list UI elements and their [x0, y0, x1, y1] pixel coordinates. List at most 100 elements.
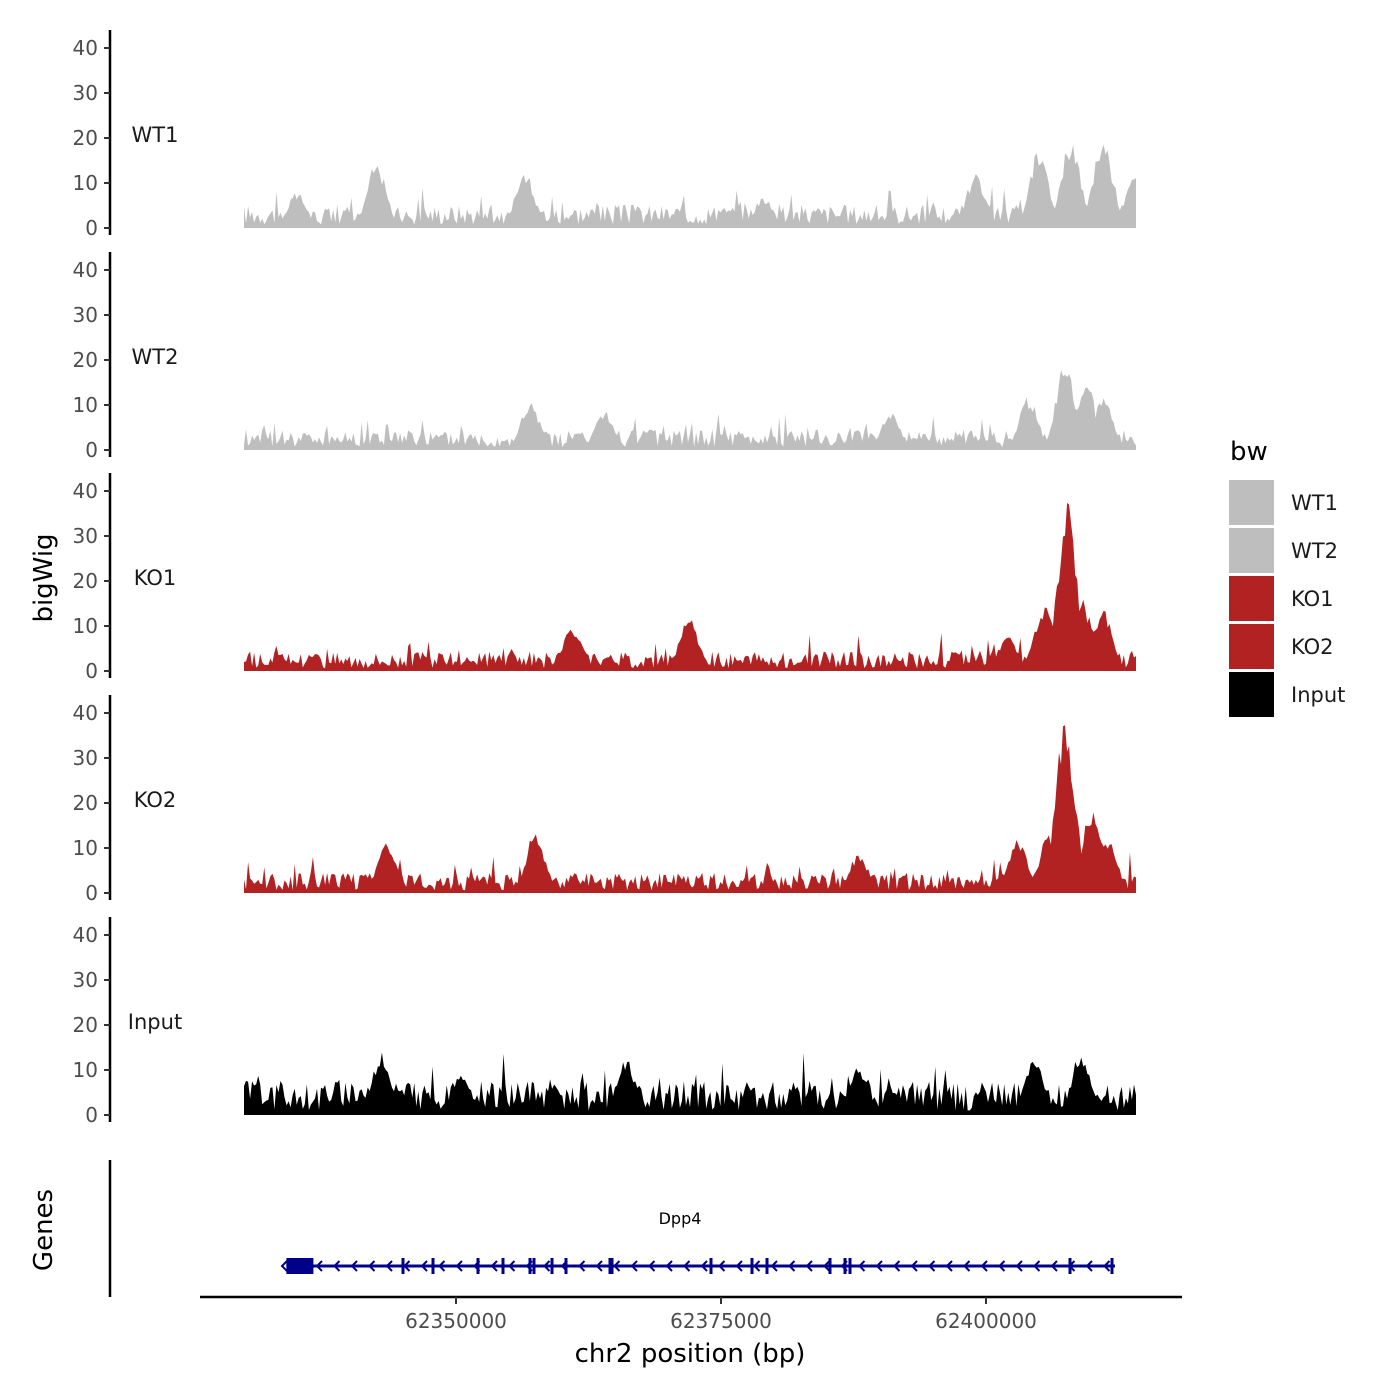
gene-strand-arrow [770, 1260, 778, 1272]
gene-strand-arrow [980, 1260, 988, 1272]
signal-wt1 [244, 144, 1136, 228]
gene-strand-arrow [788, 1260, 796, 1272]
track-label: Input [128, 1010, 182, 1034]
gene-strand-arrow [560, 1260, 568, 1272]
gene-exon [528, 1258, 532, 1274]
gene-exon [1110, 1258, 1114, 1274]
signal-wt2 [244, 369, 1136, 450]
y-tick-label: 30 [73, 81, 98, 105]
y-tick-label: 10 [73, 393, 98, 417]
legend-key-ko1 [1229, 576, 1274, 621]
gene-strand-arrow [595, 1260, 603, 1272]
x-axis: 62350000 62375000 62400000 [200, 1295, 1182, 1333]
track-label: KO1 [134, 566, 177, 590]
track-label: WT1 [132, 123, 179, 147]
y-tick-label: 40 [73, 923, 98, 947]
x-tick-label: 62375000 [670, 1309, 772, 1333]
panel-ko2: 0 10 20 30 40 KO2 [73, 695, 1136, 905]
gene-strand-arrow [630, 1260, 638, 1272]
y-tick-label: 40 [73, 36, 98, 60]
gene-strand-arrow [578, 1260, 586, 1272]
gene-strand-arrow [665, 1260, 673, 1272]
gene-strand-arrow [1085, 1260, 1093, 1272]
gene-strand-arrow [1015, 1260, 1023, 1272]
legend-key-wt1 [1229, 480, 1274, 525]
legend-label-wt1: WT1 [1291, 491, 1338, 515]
gene-strand-arrow [298, 1260, 306, 1272]
y-tick-label: 10 [73, 1058, 98, 1082]
y-tick-label: 0 [85, 659, 98, 683]
gene-strand-arrow [963, 1260, 971, 1272]
gene-exon [848, 1258, 852, 1274]
panel-input: 0 10 20 30 40 Input [73, 917, 1136, 1127]
gene-exon [401, 1258, 405, 1274]
signal-ko2 [244, 725, 1136, 893]
gene-exon [431, 1258, 435, 1274]
gene-strand-arrow [1103, 1260, 1111, 1272]
track-panels: 0 10 20 30 40 WT1 0 10 20 30 40 WT2 0 10 20 30 40 KO1 0 10 2… [73, 30, 1136, 1127]
legend: bw WT1 WT2 KO1 KO2 Input [1229, 437, 1345, 717]
track-label: KO2 [134, 788, 177, 812]
gene-strand-arrow [928, 1260, 936, 1272]
gene-strand-arrow [648, 1260, 656, 1272]
legend-key-ko2 [1229, 624, 1274, 669]
panel-ko1: 0 10 20 30 40 KO1 [73, 473, 1136, 683]
y-tick-label: 20 [73, 1013, 98, 1037]
gene-exon [709, 1258, 713, 1274]
panel-wt2: 0 10 20 30 40 WT2 [73, 252, 1136, 462]
y-tick-label: 10 [73, 171, 98, 195]
gene-strand-arrow [945, 1260, 953, 1272]
gene-strand-arrow [840, 1260, 848, 1272]
gene-strand-arrow [280, 1260, 288, 1272]
y-tick-label: 30 [73, 746, 98, 770]
y-tick-label: 20 [73, 569, 98, 593]
signal-input [244, 1052, 1136, 1115]
y-tick-label: 30 [73, 968, 98, 992]
gene-strand-arrow [508, 1260, 516, 1272]
gene-exon [843, 1258, 847, 1274]
gene-strand-arrow [490, 1260, 498, 1272]
genes-panel: Dpp4 [108, 1160, 1115, 1297]
gene-exon [828, 1258, 832, 1274]
gene-strand-arrow [718, 1260, 726, 1272]
legend-title: bw [1230, 437, 1268, 467]
gene-exon [288, 1258, 292, 1274]
y-tick-label: 10 [73, 614, 98, 638]
gene-exon [750, 1258, 754, 1274]
gene-strand-arrow [875, 1260, 883, 1272]
gene-strand-arrow [543, 1260, 551, 1272]
gene-exon [608, 1258, 612, 1274]
gene-exon [564, 1258, 568, 1274]
y-tick-label: 40 [73, 258, 98, 282]
gene-strand-arrow [455, 1260, 463, 1272]
gene-strand-arrow [315, 1260, 323, 1272]
y-tick-label: 40 [73, 701, 98, 725]
gene-exon [476, 1258, 480, 1274]
legend-label-ko2: KO2 [1291, 635, 1334, 659]
gene-strand-arrow [735, 1260, 743, 1272]
x-tick-label: 62350000 [405, 1309, 507, 1333]
gene-strand-arrow [420, 1260, 428, 1272]
signal-ko1 [244, 502, 1136, 671]
gene-strand-arrow [893, 1260, 901, 1272]
legend-label-ko1: KO1 [1291, 587, 1334, 611]
legend-label-input: Input [1291, 683, 1345, 707]
gene-exon [501, 1258, 505, 1274]
gene-strand-arrow [910, 1260, 918, 1272]
legend-key-input [1229, 672, 1274, 717]
gene-strand-arrow [1033, 1260, 1041, 1272]
gene-exon [532, 1258, 536, 1274]
gene-strand-arrow [385, 1260, 393, 1272]
panel-wt1: 0 10 20 30 40 WT1 [73, 30, 1136, 240]
gene-strand-arrow [753, 1260, 761, 1272]
legend-key-wt2 [1229, 528, 1274, 573]
y-tick-label: 20 [73, 791, 98, 815]
gene-strand-arrow [805, 1260, 813, 1272]
gene-strand-arrow [858, 1260, 866, 1272]
y-axis-title: bigWig [29, 533, 59, 622]
gene-strand-arrow [1050, 1260, 1058, 1272]
gene-exon [610, 1258, 614, 1274]
y-tick-label: 30 [73, 524, 98, 548]
y-tick-label: 0 [85, 1103, 98, 1127]
gene-strand-arrow [998, 1260, 1006, 1272]
